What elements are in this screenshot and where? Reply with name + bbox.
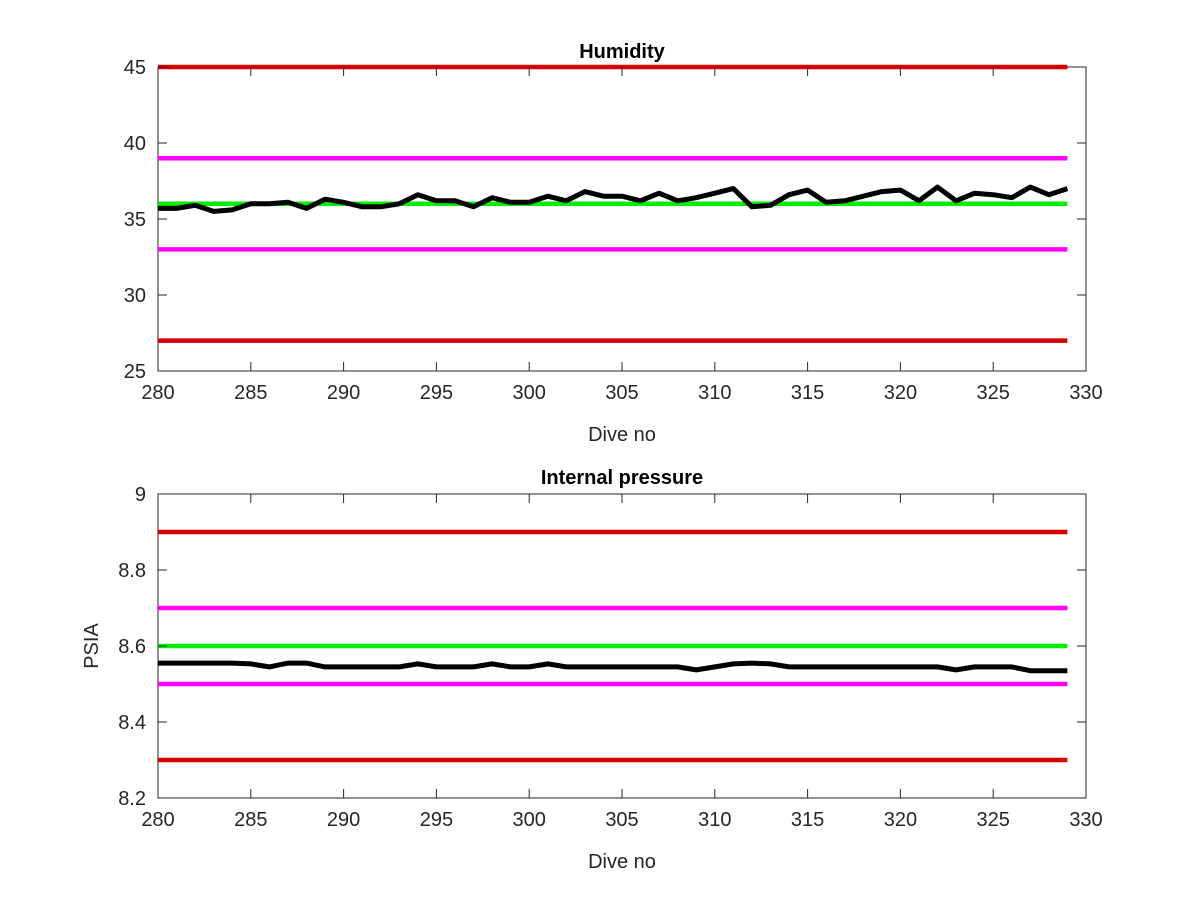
humidity-x-tick-label: 315	[791, 382, 824, 404]
humidity-y-tick-label: 35	[124, 209, 146, 231]
humidity-axes-box	[157, 66, 1087, 372]
humidity-x-ticks: 280 285 290 295 300 305 310 315 320 325 330	[141, 67, 1103, 404]
pressure-x-tick-label: 320	[884, 809, 917, 831]
pressure-x-tick-label: 330	[1069, 809, 1102, 831]
humidity-x-tick-label: 285	[234, 382, 267, 404]
humidity-x-tick-label: 320	[884, 382, 917, 404]
humidity-y-tick-label: 45	[124, 57, 146, 79]
humidity-x-tick-label: 300	[513, 382, 546, 404]
pressure-title: Internal pressure	[541, 467, 703, 489]
internal-pressure-chart: 280 285 290 295 300 305 310 315 320 325 330 8.2 8.4…	[81, 467, 1103, 873]
humidity-series-layer	[158, 64, 1069, 343]
humidity-y-tick-label: 30	[124, 285, 146, 307]
pressure-x-axis-label: Dive no	[588, 851, 656, 873]
pressure-y-tick-label: 8.2	[118, 788, 146, 810]
pressure-x-tick-label: 315	[791, 809, 824, 831]
pressure-y-tick-label: 9	[135, 484, 146, 506]
humidity-x-tick-label: 295	[420, 382, 453, 404]
pressure-x-tick-label: 295	[420, 809, 453, 831]
humidity-x-tick-label: 290	[327, 382, 360, 404]
humidity-x-tick-label: 330	[1069, 382, 1102, 404]
humidity-x-tick-label: 310	[698, 382, 731, 404]
pressure-y-axis-label: PSIA	[81, 623, 103, 669]
humidity-data-line	[158, 184, 1069, 214]
pressure-x-tick-label: 285	[234, 809, 267, 831]
humidity-chart: 280 285 290 295 300 305 310 315 320 325 330 25 30 35…	[124, 41, 1103, 446]
humidity-x-tick-label: 280	[141, 382, 174, 404]
humidity-title: Humidity	[579, 41, 665, 63]
humidity-y-tick-label: 25	[124, 361, 146, 383]
pressure-y-tick-label: 8.8	[118, 560, 146, 582]
pressure-x-tick-label: 300	[513, 809, 546, 831]
humidity-x-tick-label: 305	[605, 382, 638, 404]
humidity-y-ticks: 25 30 35 40 45	[124, 57, 1086, 383]
pressure-x-tick-label: 290	[327, 809, 360, 831]
pressure-x-tick-label: 325	[977, 809, 1010, 831]
humidity-x-axis-label: Dive no	[588, 424, 656, 446]
humidity-y-tick-label: 40	[124, 133, 146, 155]
pressure-x-tick-label: 310	[698, 809, 731, 831]
pressure-x-tick-label: 280	[141, 809, 174, 831]
humidity-x-tick-label: 325	[977, 382, 1010, 404]
pressure-y-ticks: 8.2 8.4 8.6 8.8 9	[118, 484, 1086, 810]
pressure-y-tick-label: 8.4	[118, 712, 146, 734]
pressure-y-tick-label: 8.6	[118, 636, 146, 658]
pressure-x-tick-label: 305	[605, 809, 638, 831]
pressure-x-ticks: 280 285 290 295 300 305 310 315 320 325 330	[141, 494, 1103, 831]
pressure-series-layer	[158, 529, 1068, 763]
pressure-data-line	[158, 660, 1068, 674]
